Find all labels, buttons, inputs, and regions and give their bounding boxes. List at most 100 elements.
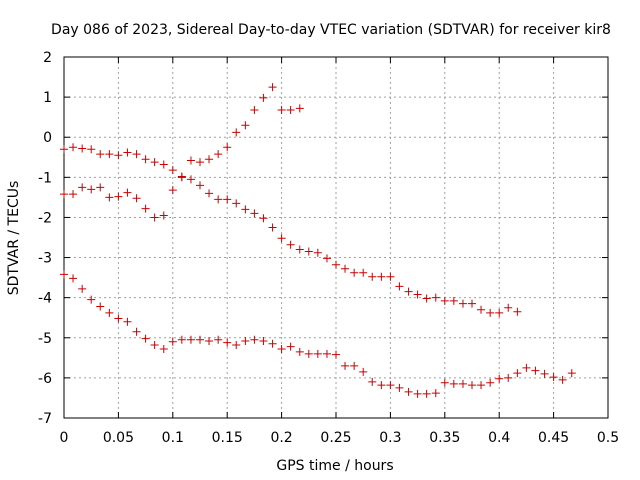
data-point — [332, 260, 340, 269]
data-point — [141, 334, 150, 343]
data-point — [87, 295, 96, 304]
y-tick-label: -1 — [38, 170, 52, 186]
y-tick-label: -7 — [38, 411, 52, 427]
data-point — [69, 190, 78, 199]
data-point — [123, 148, 132, 157]
grid — [64, 57, 608, 418]
data-point — [422, 294, 431, 303]
data-point — [223, 143, 232, 152]
data-point — [277, 105, 286, 114]
data-point — [87, 185, 96, 194]
data-point — [313, 248, 322, 257]
y-tick-label: 0 — [43, 130, 52, 146]
data-point — [241, 121, 250, 130]
satellite-track-1 — [60, 83, 304, 181]
data-point — [205, 336, 214, 345]
data-point — [141, 204, 150, 213]
data-point — [186, 175, 195, 184]
data-point — [304, 247, 313, 256]
data-point — [223, 195, 232, 204]
data-point — [114, 192, 123, 201]
data-points — [60, 83, 576, 398]
data-point — [304, 349, 313, 358]
x-tick-label: 0.35 — [429, 430, 460, 446]
data-point — [404, 387, 413, 396]
data-point — [458, 379, 467, 388]
data-point — [431, 389, 440, 398]
data-point — [214, 150, 223, 159]
data-point — [205, 189, 214, 198]
data-point — [196, 335, 204, 344]
data-point — [449, 379, 458, 388]
data-point — [495, 308, 504, 317]
data-point — [150, 340, 159, 349]
data-point — [150, 213, 159, 222]
x-tick-label: 0.15 — [212, 430, 243, 446]
data-point — [395, 383, 404, 392]
data-point — [495, 374, 504, 383]
data-point — [96, 302, 105, 311]
data-point — [159, 211, 168, 220]
data-point — [168, 186, 177, 195]
data-point — [440, 378, 449, 387]
data-point — [105, 150, 114, 159]
data-point — [60, 270, 68, 279]
data-point — [531, 366, 540, 375]
data-point — [377, 272, 386, 281]
data-point — [123, 188, 132, 197]
data-point — [132, 194, 141, 203]
y-tick-label: -2 — [38, 210, 52, 226]
data-point — [286, 342, 295, 351]
data-point — [186, 156, 195, 165]
data-point — [268, 339, 277, 348]
data-point — [486, 308, 495, 317]
data-point — [205, 155, 214, 164]
x-tick-label: 0.05 — [103, 430, 134, 446]
data-point — [186, 335, 195, 344]
data-point — [431, 293, 440, 302]
data-point — [295, 245, 304, 254]
x-axis-label: GPS time / hours — [276, 458, 393, 474]
data-point — [114, 314, 123, 323]
x-tick-label: 0.4 — [488, 430, 510, 446]
data-point — [359, 367, 368, 376]
data-point — [132, 327, 141, 336]
data-point — [232, 128, 241, 137]
data-point — [141, 155, 150, 164]
data-point — [259, 93, 268, 102]
y-axis-label: SDTVAR / TECUs — [6, 181, 22, 296]
data-point — [159, 345, 168, 354]
data-point — [549, 373, 558, 382]
data-point — [214, 195, 223, 204]
data-point — [449, 296, 458, 305]
data-point — [78, 183, 87, 192]
data-point — [540, 369, 549, 378]
data-point — [295, 104, 304, 113]
x-tick-label: 0.45 — [538, 430, 569, 446]
data-point — [313, 349, 322, 358]
data-point — [286, 240, 295, 249]
data-point — [105, 308, 114, 317]
data-point — [350, 361, 359, 370]
data-point — [458, 299, 467, 308]
data-point — [168, 337, 177, 346]
data-point — [368, 377, 377, 386]
data-point — [440, 296, 449, 305]
data-point — [177, 335, 186, 344]
data-point — [486, 378, 495, 387]
y-tick-label: 1 — [43, 90, 52, 106]
data-point — [96, 183, 105, 192]
data-point — [268, 223, 277, 232]
data-point — [214, 335, 223, 344]
data-point — [114, 151, 123, 160]
data-point — [259, 214, 268, 223]
data-point — [159, 160, 168, 169]
data-point — [377, 381, 386, 390]
satellite-track-2 — [60, 173, 522, 317]
data-point — [468, 299, 476, 308]
data-point — [78, 144, 87, 153]
data-point — [513, 307, 522, 316]
data-point — [168, 166, 177, 175]
data-point — [341, 264, 350, 273]
data-point — [223, 338, 232, 347]
